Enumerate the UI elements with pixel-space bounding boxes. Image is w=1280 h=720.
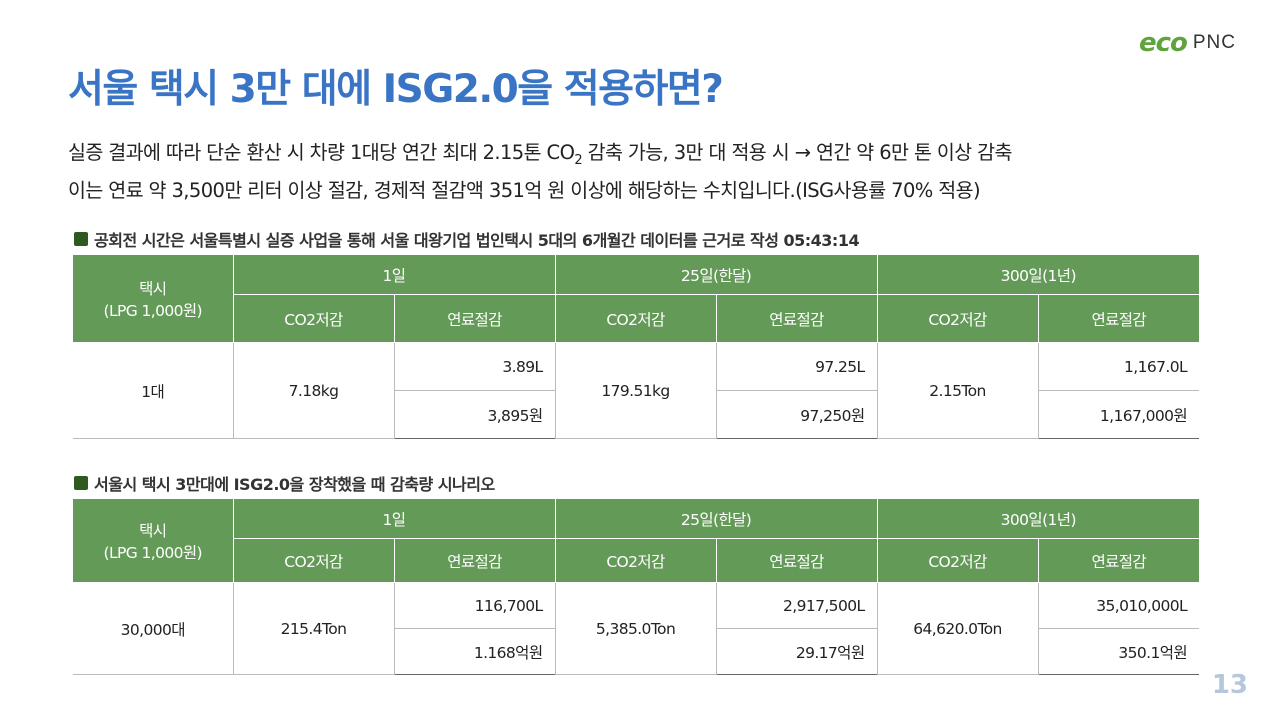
co2-value: 64,620.0Ton [876,582,1039,675]
table-header-row: 택시 (LPG 1,000원) 1일 25일(한달) 300일(1년) [73,254,1200,343]
header-period-month: 25일(한달) [554,498,878,539]
co2-value: 179.51kg [554,342,717,439]
table-row: 30,000대 215.4Ton 116,700L 5,385.0Ton 2,9… [73,582,1200,675]
page-title: 서울 택시 3만 대에 ISG2.0을 적용하면? [68,67,724,112]
fuel-liter-value: 1,167.0L [1037,342,1200,391]
table-row: 1.168억원 29.17억원 350.1억원 [73,628,1200,675]
header-taxi-sub: (LPG 1,000원) [103,543,203,562]
header-period-year: 300일(1년) [876,254,1200,295]
description-line-1-a: 실증 결과에 따라 단순 환산 시 차량 1대당 연간 최대 2.15톤 CO [68,141,575,164]
header-taxi-label: 택시 [139,279,167,298]
subheader-fuel: 연료절감 [715,294,878,343]
subheader-co2: CO2저감 [876,538,1039,583]
fuel-liter-value: 35,010,000L [1037,582,1200,629]
co2-subscript: 2 [574,152,582,168]
fuel-liter-value: 2,917,500L [715,582,878,629]
fuel-won-value: 3,895원 [394,390,556,439]
subheader-fuel: 연료절감 [1037,538,1200,583]
fuel-won-value: 1.168억원 [394,628,556,675]
header-period-year: 300일(1년) [876,498,1200,539]
header-taxi-label: 택시 [139,521,167,540]
table-single-taxi: 택시 (LPG 1,000원) 1일 25일(한달) 300일(1년) CO2저… [73,254,1200,439]
subheader-fuel: 연료절감 [715,538,878,583]
header-period-day: 1일 [232,498,556,539]
table-seoul-fleet: 택시 (LPG 1,000원) 1일 25일(한달) 300일(1년) CO2저… [73,498,1200,675]
bullet-square-icon [74,232,88,246]
description-line-1: 실증 결과에 따라 단순 환산 시 차량 1대당 연간 최대 2.15톤 CO2… [68,138,1012,176]
subheader-fuel: 연료절감 [1037,294,1200,343]
description: 실증 결과에 따라 단순 환산 시 차량 1대당 연간 최대 2.15톤 CO2… [68,138,1012,206]
description-line-1-b: 감축 가능, 3만 대 적용 시 → 연간 약 6만 톤 이상 감축 [582,141,1013,164]
logo-eco-text: eco [1138,28,1188,58]
header-period-month: 25일(한달) [554,254,878,295]
header-period-day: 1일 [232,254,556,295]
fuel-won-value: 1,167,000원 [1037,390,1200,439]
co2-value: 7.18kg [232,342,395,439]
fuel-liter-value: 116,700L [393,582,556,629]
subheader-co2: CO2저감 [233,538,395,583]
subheader-co2: CO2저감 [233,294,395,343]
bullet-square-icon [74,476,88,490]
section-title-1: 공회전 시간은 서울특별시 실증 사업을 통해 서울 대왕기업 법인택시 5대의… [74,227,860,251]
table-row: 1대 7.18kg 3.89L 179.51kg 97.25L 2.15Ton … [73,342,1200,439]
page-number: 13 [1211,670,1248,700]
fuel-won-value: 97,250원 [715,390,878,439]
row-label: 1대 [73,342,234,439]
section-title-1-text: 공회전 시간은 서울특별시 실증 사업을 통해 서울 대왕기업 법인택시 5대의… [94,231,860,250]
co2-value: 215.4Ton [232,582,395,675]
table-header-row: 택시 (LPG 1,000원) 1일 25일(한달) 300일(1년) [73,498,1200,583]
co2-value: 2.15Ton [876,342,1039,439]
header-taxi-sub: (LPG 1,000원) [103,301,203,320]
co2-value: 5,385.0Ton [554,582,717,675]
fuel-won-value: 350.1억원 [1037,628,1200,675]
subheader-fuel: 연료절감 [393,538,556,583]
header-taxi: 택시 (LPG 1,000원) [73,498,234,583]
fuel-liter-value: 3.89L [393,342,556,391]
table-subheader-row: CO2저감 연료절감 CO2저감 연료절감 CO2저감 연료절감 [73,294,1200,343]
header-taxi: 택시 (LPG 1,000원) [73,254,234,343]
fuel-liter-value: 97.25L [715,342,878,391]
company-logo: eco PNC [1139,28,1236,58]
description-line-2: 이는 연료 약 3,500만 리터 이상 절감, 경제적 절감액 351억 원 … [68,178,981,202]
table-row: 3,895원 97,250원 1,167,000원 [73,390,1200,439]
row-label: 30,000대 [73,582,234,675]
subheader-co2: CO2저감 [876,294,1039,343]
subheader-co2: CO2저감 [554,538,717,583]
subheader-fuel: 연료절감 [393,294,556,343]
section-title-2-text: 서울시 택시 3만대에 ISG2.0을 장착했을 때 감축량 시나리오 [94,475,495,494]
table-subheader-row: CO2저감 연료절감 CO2저감 연료절감 CO2저감 연료절감 [73,538,1200,583]
fuel-won-value: 29.17억원 [715,628,878,675]
logo-pnc-text: PNC [1192,32,1236,53]
section-title-2: 서울시 택시 3만대에 ISG2.0을 장착했을 때 감축량 시나리오 [74,471,495,495]
subheader-co2: CO2저감 [554,294,717,343]
